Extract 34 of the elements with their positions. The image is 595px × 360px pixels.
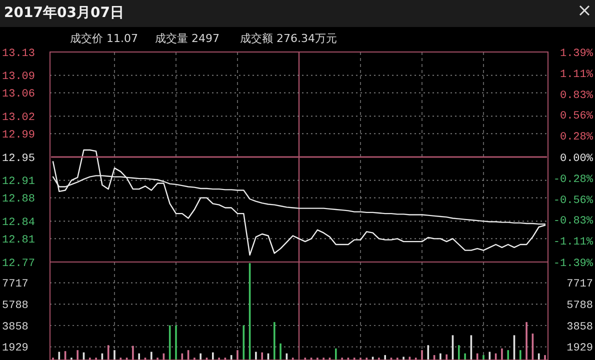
y2-tick-label: 0.00% [560, 152, 594, 165]
y2-tick-label: 1929 [566, 342, 593, 355]
y2-tick-label: 3858 [566, 321, 593, 334]
y-tick-label: 12.91 [2, 176, 36, 188]
y2-tick-label: -1.11% [553, 236, 594, 249]
y2-tick-label: 0.28% [560, 132, 594, 144]
y2-tick-label: 0.56% [560, 110, 594, 123]
text: 成交价 11.07 [70, 32, 138, 45]
text: 成交量 2497 [155, 32, 220, 45]
text: 成交额 276.34万元 [240, 32, 337, 45]
y-tick-label: 3858 [2, 321, 28, 334]
y-tick-label: 12.99 [2, 130, 36, 142]
y2-tick-label: 1.11% [560, 69, 594, 81]
y2-tick-label: 1.39% [560, 48, 594, 60]
y-tick-label: 12.95 [2, 152, 36, 165]
y-tick-label: 13.13 [2, 48, 36, 60]
y-tick-label: 7717 [2, 278, 28, 291]
y-tick-label: 12.88 [2, 194, 36, 206]
y-tick-label: 12.77 [2, 258, 36, 270]
y2-tick-label: -0.56% [553, 195, 594, 208]
y2-tick-label: -1.39% [553, 258, 594, 270]
y-tick-label: 5788 [2, 300, 28, 312]
chart-title: 2017年03月07日 [4, 5, 124, 21]
y-tick-label: 13.06 [2, 88, 36, 101]
y2-tick-label: -0.28% [553, 174, 594, 186]
y2-tick-label: 0.83% [560, 90, 594, 102]
y-tick-label: 13.09 [2, 71, 36, 84]
y2-tick-label: -0.83% [553, 216, 594, 228]
y-tick-label: 12.84 [2, 217, 36, 230]
y-tick-label: 1929 [2, 342, 28, 355]
y2-tick-label: 5788 [566, 300, 593, 312]
y-tick-label: 12.81 [2, 234, 36, 247]
y2-tick-label: 7717 [566, 278, 593, 291]
y-tick-label: 13.02 [2, 112, 36, 124]
